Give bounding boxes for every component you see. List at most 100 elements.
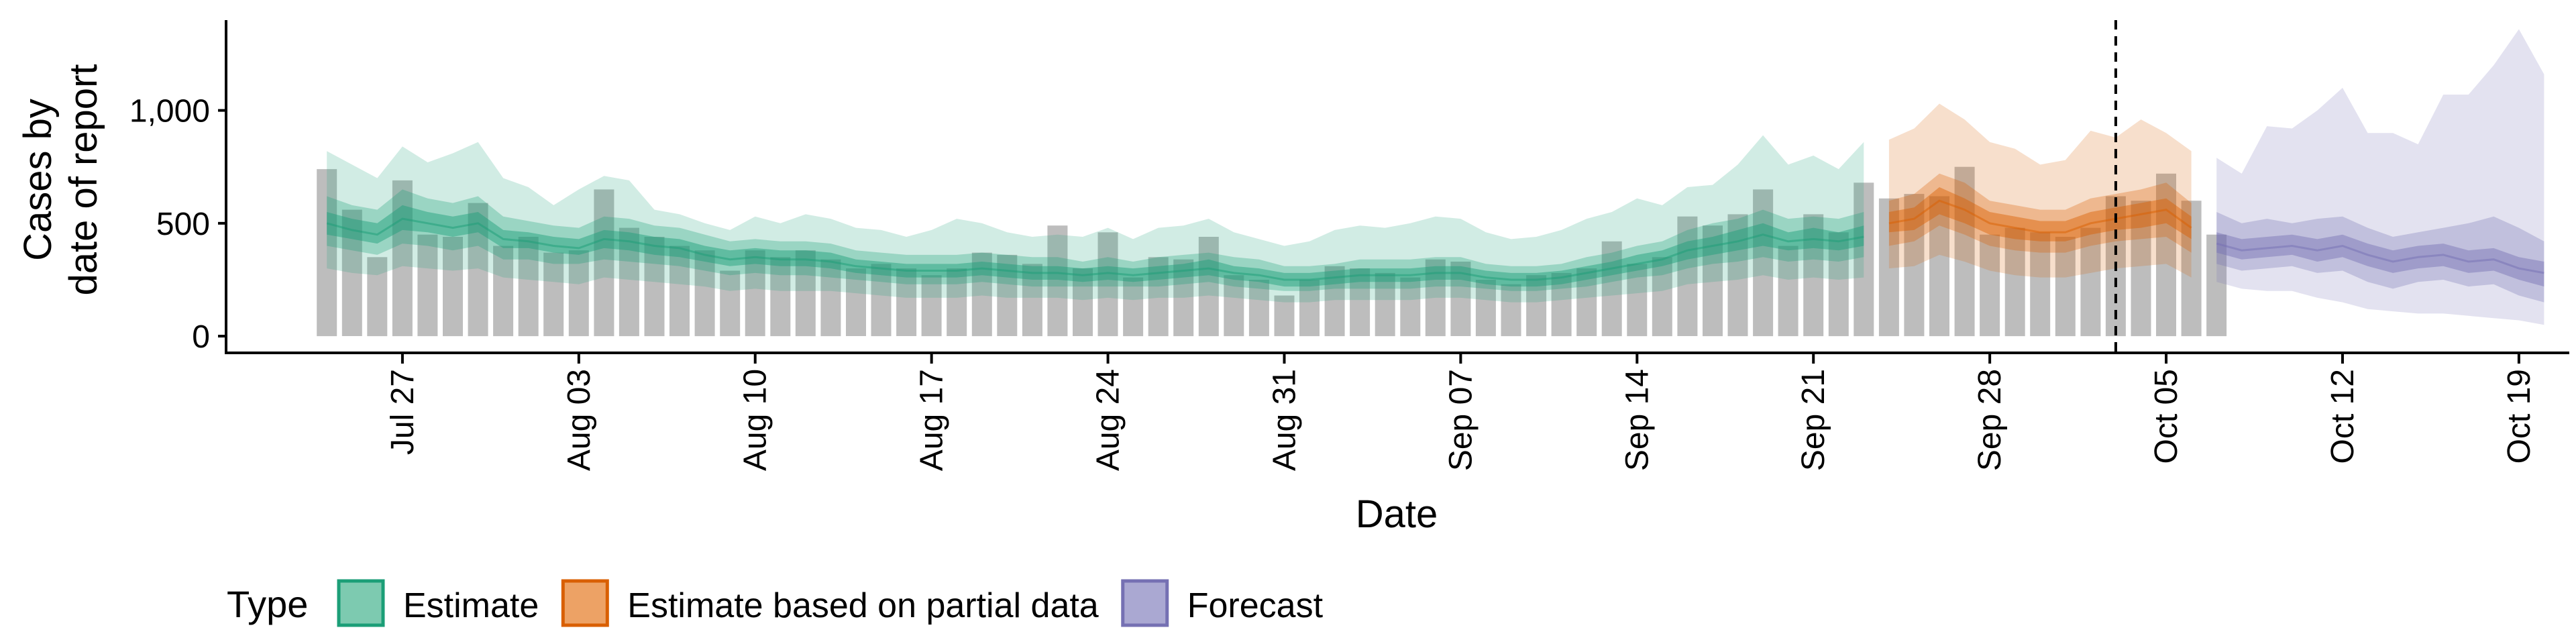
x-tick-label: Aug 17 xyxy=(914,369,950,471)
observed-bar xyxy=(367,257,388,337)
observed-bar xyxy=(1677,216,1698,336)
series-2-mid-band xyxy=(2216,212,2544,303)
observed-bar xyxy=(921,275,942,337)
observed-bar xyxy=(1929,196,1949,337)
observed-bar xyxy=(1148,257,1169,337)
observed-bar xyxy=(1274,295,1295,337)
observed-bar xyxy=(2004,227,2025,337)
observed-bar xyxy=(1350,268,1371,336)
legend-swatch xyxy=(337,579,385,627)
x-tick-label: Aug 10 xyxy=(738,369,773,471)
observed-bar xyxy=(694,250,715,337)
observed-bar xyxy=(2156,173,2176,337)
observed-bar xyxy=(594,189,614,337)
observed-bar xyxy=(745,250,765,337)
observed-bar xyxy=(1954,166,1975,337)
x-tick-label: Oct 05 xyxy=(2149,369,2184,464)
observed-bar xyxy=(2080,227,2101,337)
observed-bar xyxy=(644,237,665,337)
x-tick-label: Sep 14 xyxy=(1619,369,1655,471)
observed-bar xyxy=(543,252,564,337)
observed-bar xyxy=(770,257,791,337)
observed-bar xyxy=(1980,234,2000,337)
observed-bar xyxy=(2030,232,2051,337)
legend-title: Type xyxy=(227,583,308,625)
observed-bar xyxy=(1576,268,1597,336)
y-axis-title-line-1: Cases by xyxy=(16,99,60,261)
x-axis-title: Date xyxy=(1356,492,1438,536)
observed-bar xyxy=(2131,201,2151,337)
observed-bar xyxy=(820,259,841,337)
series-0-inner-band xyxy=(327,205,1864,287)
observed-bar xyxy=(1854,182,1874,337)
observed-bar xyxy=(1375,272,1395,337)
series-0-outer-band xyxy=(327,135,1864,303)
observed-bar xyxy=(1475,280,1496,337)
observed-bar xyxy=(997,254,1018,336)
observed-bar xyxy=(1022,264,1042,337)
x-tick-label: Jul 27 xyxy=(385,369,421,455)
observed-bar xyxy=(2206,234,2227,337)
series-0-median-line xyxy=(326,217,1864,281)
axes: 0 500 1,000 Jul 27 Aug 03 Aug 10 Aug 17 Aug 24… xyxy=(129,20,2569,471)
plot-area xyxy=(317,20,2544,354)
y-axis-title-line-2: date of report xyxy=(62,64,105,296)
observed-bar xyxy=(392,180,413,337)
legend: Type Estimate Estimate based on partial d… xyxy=(227,579,1324,627)
x-tick-label: Aug 03 xyxy=(561,369,597,471)
observed-bar xyxy=(568,250,589,337)
observed-bar xyxy=(619,227,639,337)
observed-bar xyxy=(1224,275,1244,337)
series-1-median-line xyxy=(1888,199,2192,233)
legend-label: Estimate xyxy=(403,586,539,625)
observed-bar xyxy=(1627,264,1648,337)
observed-bar xyxy=(846,268,866,336)
observed-bar xyxy=(871,264,892,337)
observed-bar xyxy=(2055,237,2076,337)
series-2-outer-band xyxy=(2216,29,2544,325)
legend-swatch xyxy=(1121,579,1169,627)
x-tick-label: Sep 07 xyxy=(1443,369,1479,471)
observed-bar xyxy=(1828,232,1849,337)
observed-bar xyxy=(1601,241,1622,337)
observed-bar xyxy=(1123,277,1144,337)
observed-bar xyxy=(1652,257,1672,337)
x-tick-label: Sep 21 xyxy=(1796,369,1831,471)
y-tick-label: 500 xyxy=(156,207,210,242)
x-ticks: Jul 27 Aug 03 Aug 10 Aug 17 Aug 24 Aug 31 Sep … xyxy=(385,354,2537,471)
series-1-inner-band xyxy=(1888,187,2192,241)
observed-bar xyxy=(1551,272,1572,337)
observed-bar xyxy=(947,268,967,336)
observed-bar xyxy=(720,270,741,337)
x-tick-label: Oct 19 xyxy=(2502,369,2537,464)
series-2-inner-band xyxy=(2216,232,2544,287)
observed-bar xyxy=(317,169,337,337)
x-tick-label: Aug 31 xyxy=(1267,369,1303,471)
legend-label: Forecast xyxy=(1187,586,1324,625)
observed-bar xyxy=(1501,284,1521,337)
y-tick-label: 1,000 xyxy=(129,94,210,129)
observed-bar xyxy=(896,268,917,336)
observed-bar xyxy=(417,234,438,337)
series-2-median-line xyxy=(2216,242,2544,274)
observed-bar xyxy=(1753,189,1774,337)
series-0-mid-band xyxy=(327,189,1864,291)
observed-bar xyxy=(493,246,514,337)
y-tick-label: 0 xyxy=(192,319,210,355)
legend-swatch xyxy=(561,579,609,627)
observed-bar xyxy=(1198,237,1219,337)
observed-bar xyxy=(1778,246,1799,337)
x-tick-label: Aug 24 xyxy=(1091,369,1126,471)
observed-bar xyxy=(1248,280,1269,337)
legend-label: Estimate based on partial data xyxy=(627,586,1099,625)
observed-bar xyxy=(1073,268,1093,336)
y-ticks: 0 500 1,000 xyxy=(129,94,226,355)
observed-cases-bars xyxy=(317,166,2227,337)
observed-bar xyxy=(1400,277,1421,337)
x-tick-label: Oct 12 xyxy=(2325,369,2361,464)
observed-bar xyxy=(1803,214,1824,337)
observed-bar xyxy=(443,237,463,337)
x-tick-label: Sep 28 xyxy=(1972,369,2008,471)
legend-items: Estimate Estimate based on partial data Fo… xyxy=(337,579,1324,627)
